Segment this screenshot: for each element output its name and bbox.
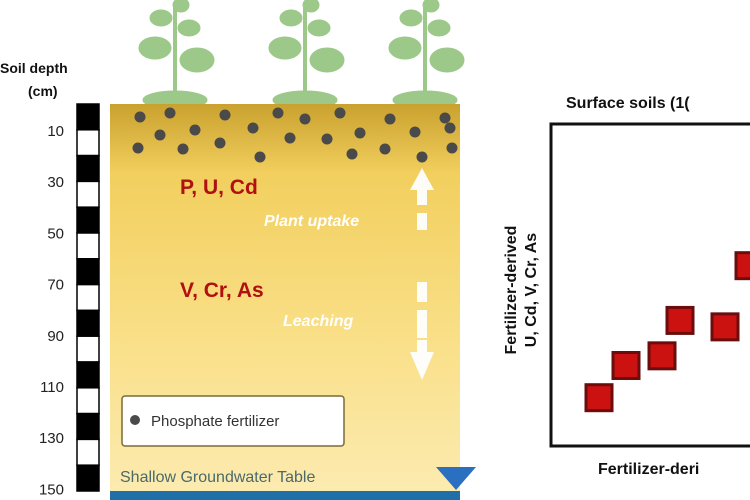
scatter-point — [611, 351, 641, 380]
fertilizer-dot — [346, 148, 358, 160]
depth-axis-unit: (cm) — [28, 83, 58, 99]
ruler-segment — [76, 464, 100, 492]
ruler-segment — [76, 335, 100, 363]
depth-tick-label: 110 — [40, 379, 64, 396]
plants — [138, 0, 465, 110]
leaching-label: Leaching — [283, 313, 353, 330]
groundwater-band — [110, 491, 460, 500]
depth-tick-label: 150 — [39, 481, 64, 498]
upper-elements-label: P, U, Cd — [180, 176, 258, 199]
depth-axis-title: Soil depth — [0, 60, 68, 76]
depth-tick-label: 30 — [47, 174, 64, 191]
depth-ruler — [76, 103, 100, 492]
plant-uptake-label: Plant uptake — [264, 213, 359, 230]
ruler-segment — [76, 361, 100, 389]
fertilizer-dot — [134, 111, 146, 123]
ruler-segment — [76, 103, 100, 131]
y-axis-label-line2: U, Cd, V, Cr, As — [523, 233, 540, 348]
ruler-segment — [76, 232, 100, 260]
fertilizer-dot — [384, 113, 396, 125]
fertilizer-dot-icon — [130, 415, 140, 425]
fertilizer-dot — [284, 132, 296, 144]
fertilizer-dot — [214, 137, 226, 149]
ruler-segment — [76, 412, 100, 441]
depth-tick-labels: 10 30 50 70 90 110 130 150 — [39, 123, 64, 498]
fertilizer-dot — [439, 112, 451, 124]
fertilizer-dot — [446, 142, 458, 154]
ruler-segment — [76, 438, 100, 466]
plant-uptake-arrow-icon — [410, 168, 434, 230]
fertilizer-dot — [444, 122, 456, 134]
fertilizer-particles — [132, 107, 458, 163]
fertilizer-dot — [177, 143, 189, 155]
ruler-segment — [76, 129, 100, 157]
fertilizer-dot — [247, 122, 259, 134]
legend: Phosphate fertilizer — [121, 395, 345, 447]
plant-icon — [388, 0, 465, 110]
ruler-segment — [76, 206, 100, 234]
water-table-marker-icon — [436, 467, 476, 490]
fertilizer-dot — [379, 143, 391, 155]
plant-icon — [138, 0, 215, 110]
ruler-segment — [76, 258, 100, 286]
fertilizer-dot — [189, 124, 201, 136]
ruler-segment — [76, 154, 100, 183]
fertilizer-dot — [272, 107, 284, 119]
scatter-point — [584, 383, 614, 413]
fertilizer-dot — [354, 127, 366, 139]
ruler-segment — [76, 180, 100, 208]
lower-elements-label: V, Cr, As — [180, 279, 264, 302]
leaching-arrow-icon — [410, 282, 434, 380]
groundwater-label: Shallow Groundwater Table — [120, 469, 315, 486]
ruler-segment — [76, 283, 100, 312]
ruler-segment — [76, 387, 100, 415]
scatter-point — [665, 305, 695, 335]
x-axis-label: Fertilizer-deri — [598, 461, 699, 478]
fertilizer-dot — [299, 113, 311, 125]
fertilizer-dot — [154, 129, 166, 141]
chart-title: Surface soils (1( — [566, 95, 690, 112]
depth-tick-label: 10 — [47, 123, 64, 140]
fertilizer-dot — [219, 109, 231, 121]
scatter-point — [710, 312, 740, 342]
scatter-point — [734, 251, 750, 281]
y-axis-label-line1: Fertilizer-derived — [503, 226, 520, 355]
plot-area — [549, 122, 750, 448]
fertilizer-dot — [164, 107, 176, 119]
fertilizer-dot — [321, 133, 333, 145]
plant-icon — [268, 0, 345, 110]
depth-tick-label: 70 — [47, 277, 64, 294]
scatter-points — [584, 251, 750, 413]
legend-label: Phosphate fertilizer — [151, 413, 279, 430]
scatter-point — [647, 341, 677, 371]
depth-tick-label: 130 — [39, 430, 64, 447]
depth-tick-label: 50 — [47, 225, 64, 242]
fertilizer-dot — [254, 151, 266, 163]
fertilizer-dot — [132, 142, 144, 154]
fertilizer-dot — [416, 151, 428, 163]
fertilizer-dot — [334, 107, 346, 119]
depth-tick-label: 90 — [47, 328, 64, 345]
fertilizer-dot — [409, 126, 421, 138]
ruler-segment — [76, 309, 100, 337]
